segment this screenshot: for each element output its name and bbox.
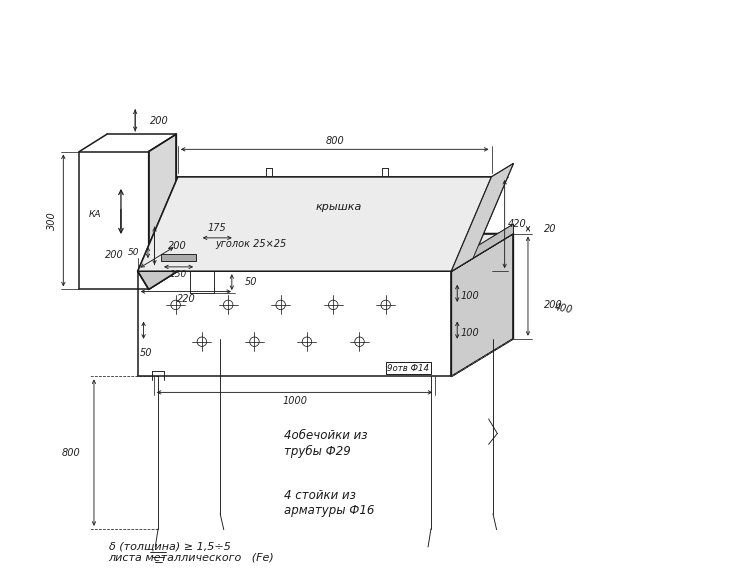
- Text: 50: 50: [245, 277, 257, 287]
- Text: 150: 150: [170, 270, 187, 278]
- Text: 800: 800: [62, 448, 81, 458]
- Polygon shape: [451, 224, 513, 271]
- Text: 200: 200: [150, 116, 168, 126]
- Text: 400: 400: [553, 302, 574, 315]
- Text: 20: 20: [544, 224, 556, 234]
- Polygon shape: [451, 233, 513, 376]
- Polygon shape: [148, 134, 176, 289]
- Text: 100: 100: [460, 328, 479, 338]
- Bar: [161, 254, 196, 261]
- Text: уголок 25×25: уголок 25×25: [215, 240, 287, 250]
- Text: 100: 100: [460, 291, 479, 301]
- Text: 9отв Ф14: 9отв Ф14: [387, 364, 429, 373]
- Text: 800: 800: [326, 135, 344, 146]
- Text: 50: 50: [140, 347, 153, 357]
- Text: 300: 300: [46, 211, 57, 230]
- Text: 4обечойки из
трубы Ф29: 4обечойки из трубы Ф29: [284, 430, 367, 458]
- Text: КА: КА: [88, 210, 101, 219]
- Text: δ (толщина) ≥ 1,5÷5
листа металлического   (Fe): δ (толщина) ≥ 1,5÷5 листа металлического…: [109, 541, 274, 563]
- Polygon shape: [137, 233, 513, 271]
- Text: 420: 420: [508, 219, 526, 229]
- Text: 220: 220: [176, 294, 196, 304]
- Text: крышка: крышка: [315, 202, 362, 212]
- Polygon shape: [137, 177, 492, 271]
- Text: 4 стойки из
арматуры Ф16: 4 стойки из арматуры Ф16: [284, 489, 374, 517]
- Text: 200: 200: [168, 241, 187, 251]
- Text: 50: 50: [128, 248, 139, 257]
- Text: 1000: 1000: [282, 396, 307, 406]
- Polygon shape: [451, 163, 513, 271]
- Text: 200: 200: [105, 250, 123, 260]
- Text: 200: 200: [544, 300, 563, 310]
- Text: 175: 175: [208, 223, 226, 233]
- Polygon shape: [137, 233, 200, 289]
